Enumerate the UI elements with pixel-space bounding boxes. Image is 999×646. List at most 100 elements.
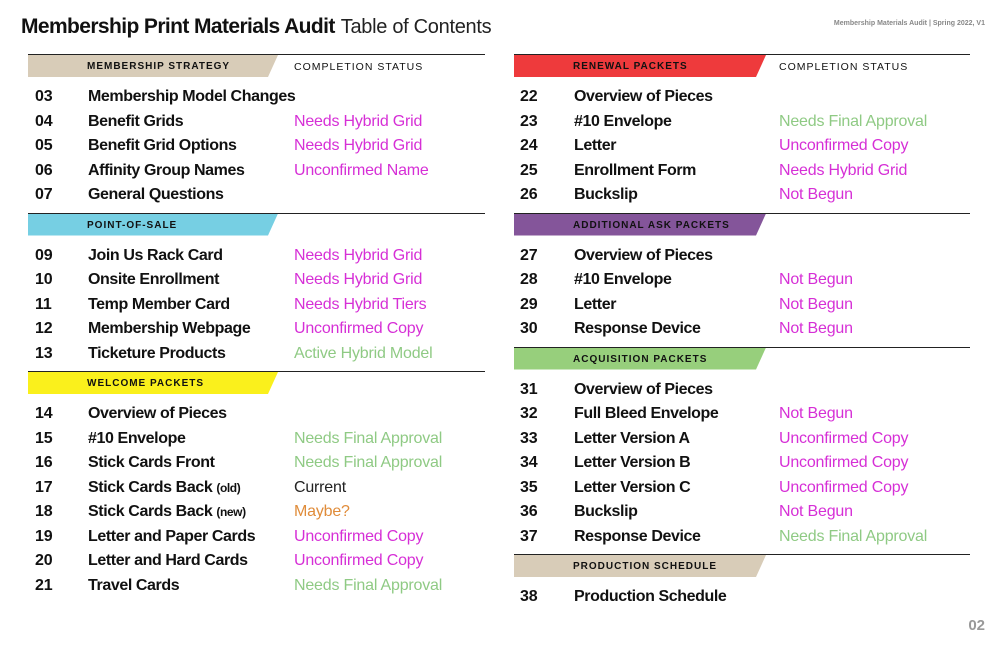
toc-entry[interactable]: 29 Letter Not Begun bbox=[514, 294, 970, 319]
page-ref-number: 14 bbox=[35, 405, 53, 422]
completion-status: Needs Hybrid Tiers bbox=[294, 295, 427, 313]
toc-entry[interactable]: 17 Stick Cards Back (old) Current bbox=[28, 477, 485, 502]
entry-title-text: Buckslip bbox=[574, 503, 638, 520]
entry-title-text: Letter and Hard Cards bbox=[88, 552, 248, 569]
completion-status: Unconfirmed Name bbox=[294, 161, 429, 179]
entry-title: #10 Envelope bbox=[88, 430, 186, 448]
section-header: MEMBERSHIP STRATEGY COMPLETION STATUS bbox=[28, 55, 485, 77]
toc-entry[interactable]: 22 Overview of Pieces bbox=[514, 86, 970, 111]
section-banner bbox=[514, 555, 766, 577]
page-ref-number: 15 bbox=[35, 429, 53, 447]
completion-status: Current bbox=[294, 478, 346, 496]
completion-status: Unconfirmed Copy bbox=[294, 320, 424, 337]
toc-entry[interactable]: 10 Onsite Enrollment Needs Hybrid Grid bbox=[28, 269, 485, 294]
section-label: ACQUISITION PACKETS bbox=[573, 353, 708, 365]
completion-status: Not Begun bbox=[779, 503, 853, 520]
completion-status: Unconfirmed Copy bbox=[779, 137, 909, 154]
entry-title: Overview of Pieces bbox=[88, 405, 227, 423]
toc-list: 03 Membership Model Changes 04 Benefit Grid… bbox=[28, 77, 485, 213]
entry-title-text: Overview of Pieces bbox=[574, 246, 713, 264]
toc-entry[interactable]: 31 Overview of Pieces bbox=[514, 379, 970, 404]
toc-entry[interactable]: 18 Stick Cards Back (new) Maybe? bbox=[28, 501, 485, 526]
toc-entry[interactable]: 27 Overview of Pieces bbox=[514, 245, 970, 270]
toc-entry[interactable]: 33 Letter Version A Unconfirmed Copy bbox=[514, 428, 970, 453]
page-ref-number: 04 bbox=[35, 112, 53, 130]
page-ref-number: 28 bbox=[520, 271, 538, 288]
section-point-of-sale: POINT-OF-SALE 09 Join Us Rack Card Needs Hy… bbox=[28, 212, 485, 372]
entry-title-text: Response Device bbox=[574, 527, 701, 545]
toc-entry[interactable]: 19 Letter and Paper Cards Unconfirmed Copy bbox=[28, 526, 485, 551]
section-production-schedule: PRODUCTION SCHEDULE 38 Production Schedule bbox=[514, 554, 970, 615]
entry-title-text: Overview of Pieces bbox=[574, 88, 713, 105]
page-ref-number: 30 bbox=[520, 320, 538, 337]
entry-title-text: Join Us Rack Card bbox=[88, 246, 223, 264]
entry-title-text: Membership Webpage bbox=[88, 320, 251, 337]
section-label: PRODUCTION SCHEDULE bbox=[573, 561, 718, 572]
section-banner bbox=[28, 214, 278, 236]
section-additional-ask-packets: ADDITIONAL ASK PACKETS 27 Overview of Piec… bbox=[514, 212, 970, 347]
entry-title: Response Device bbox=[574, 528, 701, 546]
toc-entry[interactable]: 06 Affinity Group Names Unconfirmed Name bbox=[28, 160, 485, 185]
toc-entry[interactable]: 35 Letter Version C Unconfirmed Copy bbox=[514, 477, 970, 502]
entry-title: Production Schedule bbox=[574, 588, 727, 606]
toc-entry[interactable]: 30 Response Device Not Begun bbox=[514, 318, 970, 343]
toc-entry[interactable]: 26 Buckslip Not Begun bbox=[514, 184, 970, 209]
page-ref-number: 17 bbox=[35, 478, 53, 496]
toc-entry[interactable]: 32 Full Bleed Envelope Not Begun bbox=[514, 403, 970, 428]
toc-entry[interactable]: 13 Ticketure Products Active Hybrid Model bbox=[28, 343, 485, 368]
entry-title: Join Us Rack Card bbox=[88, 247, 223, 265]
toc-entry[interactable]: 12 Membership Webpage Unconfirmed Copy bbox=[28, 318, 485, 343]
page-ref-number: 33 bbox=[520, 429, 538, 447]
section-membership-strategy: MEMBERSHIP STRATEGY COMPLETION STATUS 03 Me… bbox=[28, 54, 485, 213]
entry-title: Buckslip bbox=[574, 186, 638, 204]
page-ref-number: 13 bbox=[35, 344, 53, 362]
toc-entry[interactable]: 34 Letter Version B Unconfirmed Copy bbox=[514, 452, 970, 477]
toc-entry[interactable]: 05 Benefit Grid Options Needs Hybrid Grid bbox=[28, 135, 485, 160]
page-ref-number: 27 bbox=[520, 246, 538, 264]
toc-entry[interactable]: 03 Membership Model Changes bbox=[28, 86, 485, 111]
entry-title-text: Letter bbox=[574, 137, 617, 154]
toc-entry[interactable]: 16 Stick Cards Front Needs Final Approval bbox=[28, 452, 485, 477]
entry-title: Buckslip bbox=[574, 503, 638, 521]
toc-entry[interactable]: 38 Production Schedule bbox=[514, 586, 970, 611]
completion-status: Unconfirmed Copy bbox=[294, 527, 424, 545]
completion-status: Needs Final Approval bbox=[294, 454, 443, 471]
entry-title-text: Response Device bbox=[574, 320, 701, 337]
entry-title-text: General Questions bbox=[88, 186, 224, 203]
entry-title-text: Overview of Pieces bbox=[574, 380, 713, 398]
toc-entry[interactable]: 36 Buckslip Not Begun bbox=[514, 501, 970, 526]
entry-title: Onsite Enrollment bbox=[88, 271, 219, 289]
section-label: POINT-OF-SALE bbox=[87, 219, 178, 231]
entry-title-text: Benefit Grids bbox=[88, 112, 184, 130]
toc-entry[interactable]: 37 Response Device Needs Final Approval bbox=[514, 526, 970, 551]
entry-title-text: #10 Envelope bbox=[574, 112, 672, 130]
toc-entry[interactable]: 14 Overview of Pieces bbox=[28, 403, 485, 428]
section-banner bbox=[514, 348, 766, 370]
toc-entry[interactable]: 20 Letter and Hard Cards Unconfirmed Copy bbox=[28, 550, 485, 575]
toc-entry[interactable]: 11 Temp Member Card Needs Hybrid Tiers bbox=[28, 294, 485, 319]
toc-entry[interactable]: 21 Travel Cards Needs Final Approval bbox=[28, 575, 485, 600]
page-ref-number: 26 bbox=[520, 186, 538, 203]
page-ref-number: 37 bbox=[520, 527, 538, 545]
page-ref-number: 07 bbox=[35, 186, 53, 203]
entry-title: Stick Cards Back (new) bbox=[88, 503, 246, 521]
document-title: Membership Print Materials Audit bbox=[21, 15, 335, 38]
toc-entry[interactable]: 28 #10 Envelope Not Begun bbox=[514, 269, 970, 294]
completion-status: Needs Hybrid Grid bbox=[294, 271, 423, 288]
toc-entry[interactable]: 09 Join Us Rack Card Needs Hybrid Grid bbox=[28, 245, 485, 270]
toc-entry[interactable]: 23 #10 Envelope Needs Final Approval bbox=[514, 111, 970, 136]
toc-entry[interactable]: 15 #10 Envelope Needs Final Approval bbox=[28, 428, 485, 453]
entry-title: Membership Model Changes bbox=[88, 88, 296, 106]
toc-entry[interactable]: 04 Benefit Grids Needs Hybrid Grid bbox=[28, 111, 485, 136]
page-ref-number: 20 bbox=[35, 552, 53, 569]
toc-entry[interactable]: 24 Letter Unconfirmed Copy bbox=[514, 135, 970, 160]
completion-status: Needs Final Approval bbox=[779, 112, 928, 130]
entry-title: Letter bbox=[574, 296, 616, 314]
toc-entry[interactable]: 25 Enrollment Form Needs Hybrid Grid bbox=[514, 160, 970, 185]
toc-list: 09 Join Us Rack Card Needs Hybrid Grid 10 On… bbox=[28, 236, 485, 372]
section-acquisition-packets: ACQUISITION PACKETS 31 Overview of Pieces 3… bbox=[514, 346, 970, 555]
page-title: Membership Print Materials Audit Table of… bbox=[21, 15, 492, 39]
toc-entry[interactable]: 07 General Questions bbox=[28, 184, 485, 209]
toc-left-column: MEMBERSHIP STRATEGY COMPLETION STATUS 03 Me… bbox=[28, 54, 485, 603]
completion-status: Unconfirmed Copy bbox=[779, 429, 909, 447]
